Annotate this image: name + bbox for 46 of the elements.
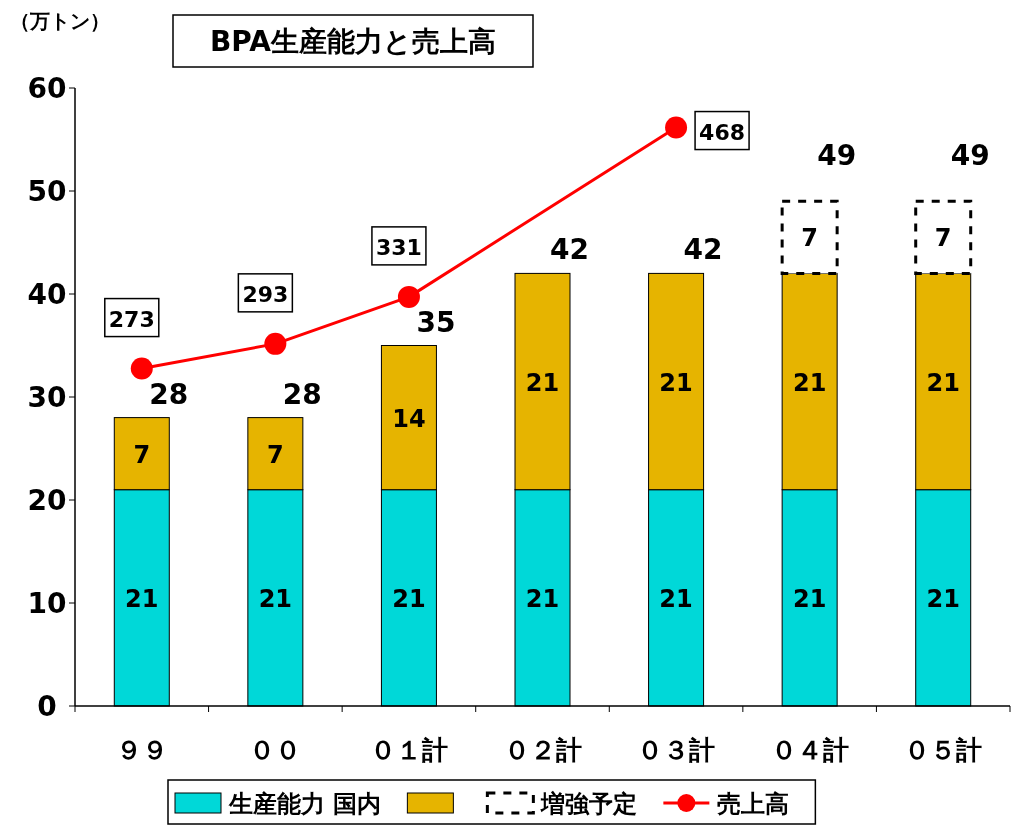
- data-label: 21: [125, 584, 159, 613]
- data-label: 7: [133, 440, 151, 469]
- legend-label: 売上高: [717, 790, 790, 818]
- data-label: 14: [392, 404, 426, 433]
- data-label: 21: [792, 584, 827, 613]
- data-label: 468: [699, 119, 746, 145]
- total-label: 28: [282, 377, 322, 411]
- total-label: 42: [550, 233, 589, 267]
- x-tick-label: ００: [249, 735, 302, 765]
- y-tick-label: 10: [27, 587, 67, 620]
- data-label: 21: [792, 368, 827, 397]
- y-tick-label: 20: [27, 484, 67, 517]
- data-label: 21: [926, 368, 960, 397]
- data-label: 21: [258, 584, 293, 613]
- y-tick-label: 30: [27, 381, 67, 414]
- data-label: 293: [242, 281, 289, 307]
- y-axis-title: （万トン）: [10, 9, 110, 33]
- y-tick-label: 0: [37, 690, 57, 723]
- x-tick-label: ０５計: [904, 735, 983, 765]
- data-label: 7: [801, 224, 818, 253]
- total-label: 42: [683, 233, 723, 267]
- chart-title: BPA生産能力と売上高: [210, 25, 496, 58]
- y-tick-label: 40: [27, 278, 67, 311]
- data-label: 21: [659, 368, 693, 397]
- total-label: 49: [950, 139, 990, 173]
- data-label: 331: [375, 234, 422, 260]
- data-label: 7: [267, 440, 284, 469]
- data-label: 21: [659, 584, 693, 613]
- y-tick-label: 50: [27, 175, 67, 208]
- data-label: 273: [108, 306, 155, 332]
- total-label: 49: [817, 139, 857, 173]
- data-label: 21: [525, 584, 560, 613]
- x-tick-label: ０３計: [637, 735, 716, 765]
- x-tick-label: ９９: [115, 735, 168, 765]
- data-label: 21: [525, 368, 560, 397]
- data-label: 7: [934, 224, 952, 253]
- legend-label: 増強予定: [540, 790, 638, 818]
- data-label: 21: [926, 584, 960, 613]
- data-label: 21: [392, 584, 426, 613]
- y-tick-label: 60: [27, 72, 67, 105]
- x-tick-label: ０２計: [503, 735, 582, 765]
- x-tick-label: ０４計: [770, 735, 849, 765]
- x-tick-label: ０１計: [369, 735, 448, 765]
- legend-label: 生産能力 国内: [228, 790, 382, 818]
- total-label: 35: [416, 305, 456, 339]
- total-label: 28: [149, 377, 189, 411]
